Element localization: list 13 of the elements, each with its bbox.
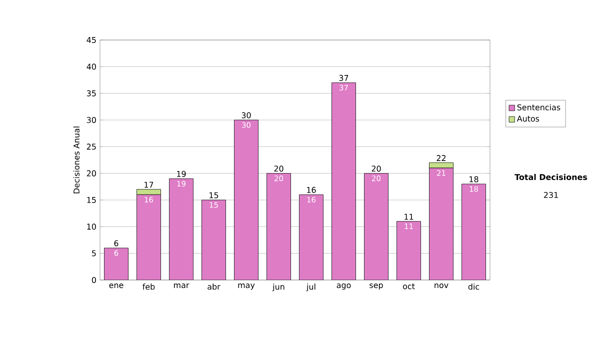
bar	[234, 120, 258, 280]
bar	[169, 178, 194, 280]
bar	[364, 173, 388, 280]
bar	[299, 194, 324, 280]
bar	[202, 200, 226, 280]
bar	[136, 194, 161, 280]
bar	[104, 248, 128, 280]
bar	[396, 221, 421, 280]
bar	[332, 82, 356, 280]
bar	[136, 189, 161, 195]
bar	[429, 168, 454, 280]
bar	[462, 184, 486, 280]
bar	[266, 173, 291, 280]
